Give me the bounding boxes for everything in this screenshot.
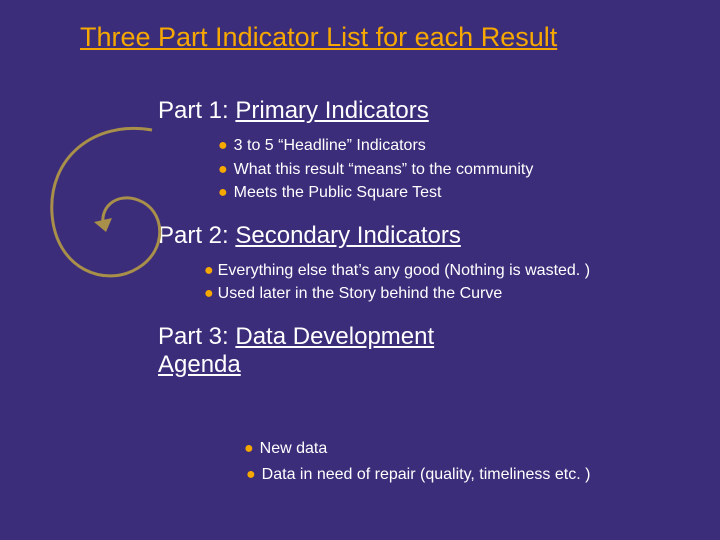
swirl-arrow: [94, 218, 112, 232]
bullet-text: Data in need of repair (quality, timelin…: [262, 466, 591, 483]
part3-name-line2: Agenda: [158, 351, 241, 378]
part1-label: Part 1:: [158, 97, 235, 124]
bullet-icon: ●: [218, 161, 228, 178]
bullet-text: New data: [260, 440, 328, 457]
list-item: ● What this result “means” to the communi…: [218, 159, 702, 181]
slide: Three Part Indicator List for each Resul…: [0, 0, 720, 540]
list-item: ● Meets the Public Square Test: [218, 182, 702, 204]
bullet-icon: ●: [204, 262, 214, 279]
bullet-text: 3 to 5 “Headline” Indicators: [234, 137, 426, 154]
bullet-icon: ●: [246, 466, 256, 483]
part1-bullets: ● 3 to 5 “Headline” Indicators ● What this…: [218, 135, 702, 204]
bullet-text: What this result “means” to the communit…: [234, 161, 534, 178]
bullet-icon: ●: [218, 184, 228, 201]
list-item: ●Everything else that’s any good (Nothin…: [180, 260, 660, 282]
bullet-text: Meets the Public Square Test: [234, 184, 442, 201]
part3-bullet-2: ● Data in need of repair (quality, timeli…: [246, 466, 590, 484]
part2-bullets: ●Everything else that’s any good (Nothin…: [180, 260, 660, 305]
part3-heading: Part 3: Data Development Agenda: [158, 323, 702, 378]
list-item: ●Used later in the Story behind the Curv…: [180, 283, 660, 305]
part3-label: Part 3:: [158, 323, 235, 350]
bullet-text: Used later in the Story behind the Curve: [218, 285, 503, 302]
bullet-icon: ●: [218, 137, 228, 154]
part3-bullet-1: ● New data: [244, 440, 327, 458]
part1-name: Primary Indicators: [235, 97, 428, 124]
bullet-text: Everything else that’s any good (Nothing…: [218, 262, 590, 279]
bullet-icon: ●: [244, 440, 254, 457]
slide-title: Three Part Indicator List for each Resul…: [80, 22, 702, 53]
part2-heading: Part 2: Secondary Indicators: [158, 222, 702, 250]
list-item: ● 3 to 5 “Headline” Indicators: [218, 135, 702, 157]
part2-name: Secondary Indicators: [235, 222, 460, 249]
swirl-path: [52, 128, 160, 275]
swirl-decoration: [34, 118, 194, 308]
bullet-icon: ●: [204, 285, 214, 302]
part3-name-line1: Data Development: [235, 323, 434, 350]
part1-heading: Part 1: Primary Indicators: [158, 97, 702, 125]
part2-label: Part 2:: [158, 222, 235, 249]
